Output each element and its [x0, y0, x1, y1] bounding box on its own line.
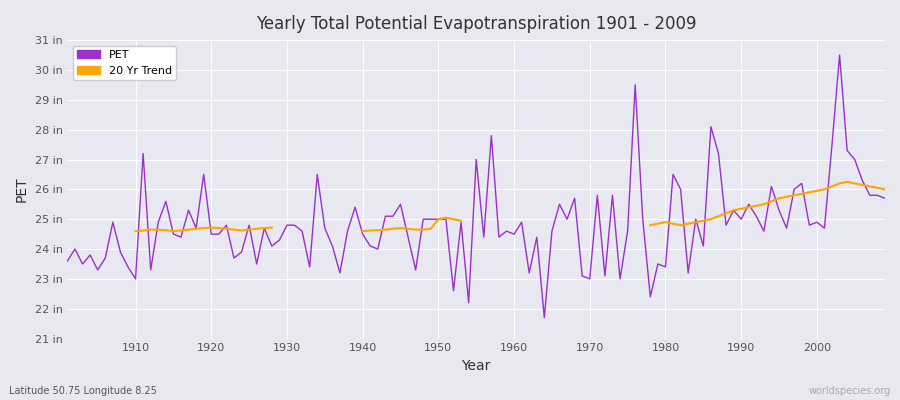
Text: worldspecies.org: worldspecies.org [809, 386, 891, 396]
Y-axis label: PET: PET [15, 176, 29, 202]
Text: Latitude 50.75 Longitude 8.25: Latitude 50.75 Longitude 8.25 [9, 386, 157, 396]
Title: Yearly Total Potential Evapotranspiration 1901 - 2009: Yearly Total Potential Evapotranspiratio… [256, 15, 697, 33]
X-axis label: Year: Year [462, 359, 490, 373]
Legend: PET, 20 Yr Trend: PET, 20 Yr Trend [73, 46, 176, 80]
